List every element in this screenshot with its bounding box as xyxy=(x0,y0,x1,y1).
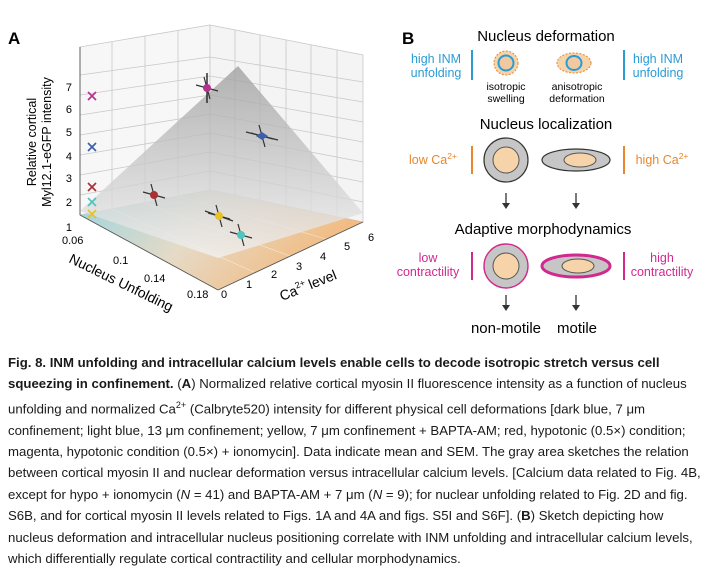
z-tick: 6 xyxy=(368,232,374,244)
motile-label: motile xyxy=(557,320,597,337)
x-tick: 0.14 xyxy=(144,273,165,285)
low-contractility-1: low xyxy=(419,251,439,265)
data-point-light-blue xyxy=(229,223,253,247)
y-tick: 5 xyxy=(66,127,72,139)
data-point-dark-blue xyxy=(245,124,279,148)
high-ca-label: high Ca2+ xyxy=(636,151,689,167)
caption-n2-var: N xyxy=(372,486,383,502)
data-point-red xyxy=(142,183,166,207)
plot-axes xyxy=(79,47,364,291)
high-contractility-cell-icon xyxy=(540,253,612,279)
down-arrow-icon xyxy=(572,295,580,311)
y-axis: 1 2 3 4 5 6 7 xyxy=(66,82,72,234)
title-adaptive: Adaptive morphodynamics xyxy=(455,221,632,238)
y-axis-title: Relative cortical Myl12.1-eGFP intensity xyxy=(25,76,54,206)
high-contractility-1: high xyxy=(650,251,674,265)
title-deformation: Nucleus deformation xyxy=(477,28,615,45)
isotropic-nucleus-icon xyxy=(493,50,519,76)
z-axis-title: Ca2+level xyxy=(277,266,339,304)
down-arrow-icon xyxy=(572,193,580,209)
caption-a-text-2: (Calbryte520) intensity for different ph… xyxy=(8,401,701,502)
data-point-magenta xyxy=(195,73,219,103)
low-contractility-2: contractility xyxy=(397,265,460,279)
wall-projection-x xyxy=(87,182,97,192)
left-inm-label-2: unfolding xyxy=(411,66,462,80)
y-tick: 1 xyxy=(66,222,72,234)
anisotropic-label-2: deformation xyxy=(549,93,605,105)
y-tick: 2 xyxy=(66,197,72,209)
panel-b: B Nucleus deformation high INM unfolding… xyxy=(397,28,694,337)
z-axis: 0 1 2 3 4 5 6 Ca2+level xyxy=(221,232,374,304)
y-tick: 6 xyxy=(66,104,72,116)
point-marker xyxy=(237,231,245,239)
data-point-yellow xyxy=(204,204,234,228)
elongated-cell-icon xyxy=(541,148,611,172)
right-inm-label-1: high INM xyxy=(633,52,683,66)
right-inm-label-2: unfolding xyxy=(633,66,684,80)
caption-n1-var: N xyxy=(180,486,191,502)
low-contractility-cell-icon xyxy=(483,243,529,289)
figure-8: A xyxy=(8,24,694,337)
figure-caption: Fig. 8. INM unfolding and intracellular … xyxy=(8,355,701,567)
point-marker xyxy=(215,212,223,220)
z-tick: 3 xyxy=(296,261,302,273)
caption-n2-val: = 9); for nuclear unfolding related to F… xyxy=(8,486,688,524)
title-localization: Nucleus localization xyxy=(480,116,613,133)
x-tick: 0.1 xyxy=(113,255,128,267)
x-tick: 0.18 xyxy=(187,289,208,301)
panel-a: A xyxy=(8,24,374,315)
data-points xyxy=(87,73,279,247)
caption-a-text-1: Normalized relative cortical myosin II f… xyxy=(8,376,687,417)
point-marker xyxy=(203,84,211,92)
non-motile-label: non-motile xyxy=(471,320,541,337)
high-contractility-2: contractility xyxy=(631,265,694,279)
caption-n1-val: = 41) and BAPTA-AM + 7 μm ( xyxy=(190,486,373,502)
point-marker xyxy=(150,191,158,199)
gray-surface xyxy=(80,66,363,258)
y-tick: 4 xyxy=(66,151,72,163)
wall-projection-x xyxy=(87,142,97,152)
anisotropic-label-1: anisotropic xyxy=(552,81,603,93)
caption-a-label: A xyxy=(181,376,192,392)
caption-b-label: B xyxy=(521,508,531,524)
caption-a-sup: 2+ xyxy=(175,399,187,410)
z-tick: 2 xyxy=(271,269,277,281)
y-title-line-1: Relative cortical xyxy=(25,98,39,186)
z-tick: 0 xyxy=(221,289,227,301)
wall-projection-x xyxy=(87,197,97,207)
down-arrow-icon xyxy=(502,193,510,209)
x-tick: 0.06 xyxy=(62,235,83,247)
panel-a-label: A xyxy=(8,29,20,48)
wall-projection-x xyxy=(87,91,97,101)
round-cell-icon xyxy=(483,137,529,183)
wall-projection-x xyxy=(87,209,97,219)
y-title-line-2: Myl12.1-eGFP intensity xyxy=(40,76,54,206)
caption-b-text: ) Sketch depicting how nucleus deformati… xyxy=(8,508,693,567)
anisotropic-nucleus-icon xyxy=(556,52,592,74)
panel-b-label: B xyxy=(402,29,414,48)
point-marker xyxy=(256,132,268,140)
low-ca-label: low Ca2+ xyxy=(409,151,457,167)
y-tick: 7 xyxy=(66,82,72,94)
down-arrow-icon xyxy=(502,295,510,311)
left-inm-label-1: high INM xyxy=(411,52,461,66)
z-tick: 4 xyxy=(320,251,326,263)
localization-row: low Ca2+ high Ca2+ xyxy=(409,137,689,209)
isotropic-label-1: isotropic xyxy=(486,81,525,93)
y-tick: 3 xyxy=(66,173,72,185)
deformation-row: high INM unfolding high INM unfolding is… xyxy=(411,50,684,105)
z-tick: 1 xyxy=(246,279,252,291)
caption-title: Fig. 8. INM unfolding and intracellular … xyxy=(8,355,660,392)
z-tick: 5 xyxy=(344,241,350,253)
isotropic-label-2: swelling xyxy=(487,93,525,105)
morphodynamics-row: low contractility high contractility xyxy=(397,243,694,337)
